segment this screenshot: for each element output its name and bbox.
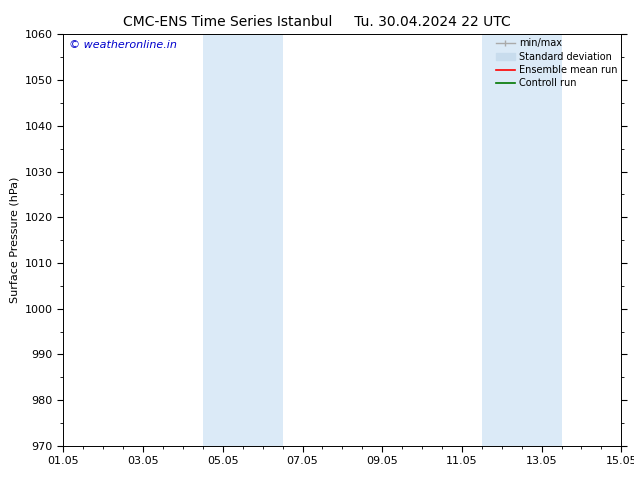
Y-axis label: Surface Pressure (hPa): Surface Pressure (hPa) (10, 177, 19, 303)
Bar (482, 34, 562, 446)
Text: CMC-ENS Time Series Istanbul     Tu. 30.04.2024 22 UTC: CMC-ENS Time Series Istanbul Tu. 30.04.2… (123, 15, 511, 29)
Bar (203, 34, 283, 446)
Legend: min/max, Standard deviation, Ensemble mean run, Controll run: min/max, Standard deviation, Ensemble me… (494, 36, 619, 90)
Text: © weatheronline.in: © weatheronline.in (69, 41, 177, 50)
